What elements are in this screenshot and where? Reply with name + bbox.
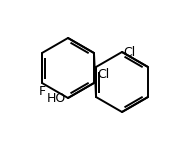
Text: Cl: Cl xyxy=(97,68,109,81)
Text: Cl: Cl xyxy=(123,46,135,58)
Text: F: F xyxy=(39,85,45,98)
Text: HO: HO xyxy=(47,91,66,105)
